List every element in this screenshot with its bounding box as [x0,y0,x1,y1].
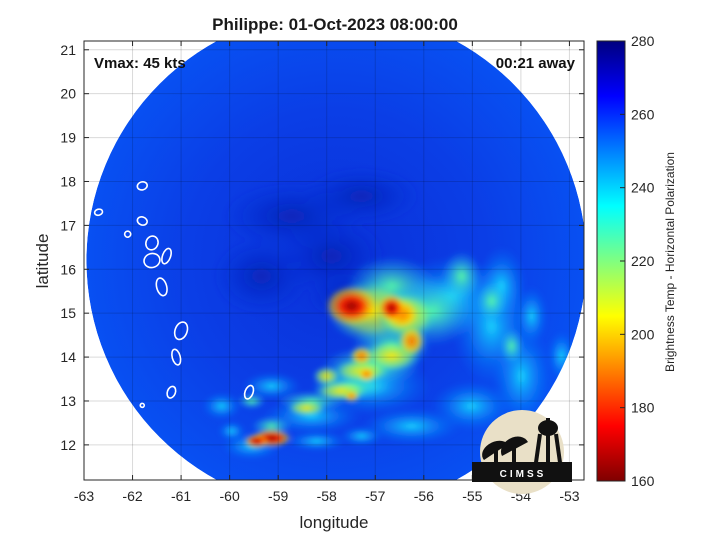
x-tick-labels: -63 -62 -61 -60 -59 -58 -57 -56 -55 -54 -53 [74,41,580,504]
convection-cell [312,366,341,387]
y-tick-labels: 12 13 14 15 16 17 18 19 20 21 [60,42,584,453]
colorbar-tick-label: 160 [631,473,655,489]
cimss-logo: CIMSS [472,410,572,494]
convection-cell [286,400,327,417]
x-axis-label: longitude [299,513,368,532]
convection-cell [201,392,242,421]
y-tick-label: 12 [60,437,76,453]
colorbar-tick-label: 280 [631,33,655,49]
colorbar-tick-label: 260 [631,106,655,122]
convection-cell [515,286,548,347]
colorbar-tick-label: 220 [631,253,655,269]
convection-cell [349,346,374,367]
y-tick-label: 14 [60,349,76,365]
x-tick-label: -61 [171,488,191,504]
x-tick-label: -62 [122,488,142,504]
x-tick-label: -59 [268,488,288,504]
swath-layer [86,41,584,480]
convection-cell [441,251,482,302]
figure-title: Philippe: 01-Oct-2023 08:00:00 [212,15,458,34]
x-tick-label: -58 [317,488,337,504]
convection-cell [499,328,524,365]
y-tick-label: 13 [60,393,76,409]
island-outline [143,252,161,269]
island-outline [136,216,148,226]
map-grid [83,41,584,480]
y-tick-label: 17 [60,217,76,233]
y-tick-label: 18 [60,173,76,189]
island-outline [139,402,146,409]
colorbar-label: Brightness Temp - Horizontal Polarizatio… [663,152,677,372]
island-outline [173,321,189,341]
vmax-label: Vmax: 45 kts [94,55,186,72]
convection-cell [356,366,377,383]
island-outline [243,384,255,400]
cold-blue-band [211,236,312,317]
convection-cell [325,286,378,327]
cold-blue-band [301,166,422,227]
x-tick-label: -60 [220,488,240,504]
convection-cell [217,421,246,442]
coastlines [93,180,255,480]
convection-cell [286,431,347,452]
convection-cell [241,372,302,401]
x-tick-label: -63 [74,488,94,504]
y-axis-label: latitude [33,234,52,289]
island-outline [166,385,177,399]
colorbar-tick-label: 240 [631,180,655,196]
island-outline [171,348,182,366]
colorbar-tick-labels: 160 180 200 220 240 260 280 [620,33,655,489]
x-tick-label: -56 [414,488,434,504]
island-outline [145,235,159,251]
convection-cell [361,408,462,445]
convection-cell [377,294,406,323]
convection-cell [343,390,360,403]
convection-cell [397,325,426,358]
cimss-logo-text: CIMSS [500,469,547,480]
y-tick-label: 20 [60,86,76,102]
island-outline [123,430,132,442]
x-tick-label: -57 [365,488,385,504]
island-outline [123,230,132,238]
convection-field [201,246,576,461]
map-axes-frame [83,40,585,481]
island-outline [93,208,104,217]
island-outline [183,475,199,480]
y-tick-label: 15 [60,305,76,321]
time-away-label: 00:21 away [496,55,576,72]
island-outline [155,277,168,297]
colorbar-tick-label: 180 [631,400,655,416]
island-outline [136,180,148,191]
brightness-temp-swath [86,41,584,480]
y-tick-label: 16 [60,261,76,277]
island-outline [161,247,172,265]
convection-cell [244,434,269,449]
convection-cell [475,281,508,322]
x-tick-label: -53 [559,488,579,504]
colorbar-tick-label: 200 [631,326,655,342]
y-tick-label: 21 [60,42,76,58]
convection-cell [339,426,384,447]
x-tick-label: -55 [462,488,482,504]
y-tick-label: 19 [60,130,76,146]
